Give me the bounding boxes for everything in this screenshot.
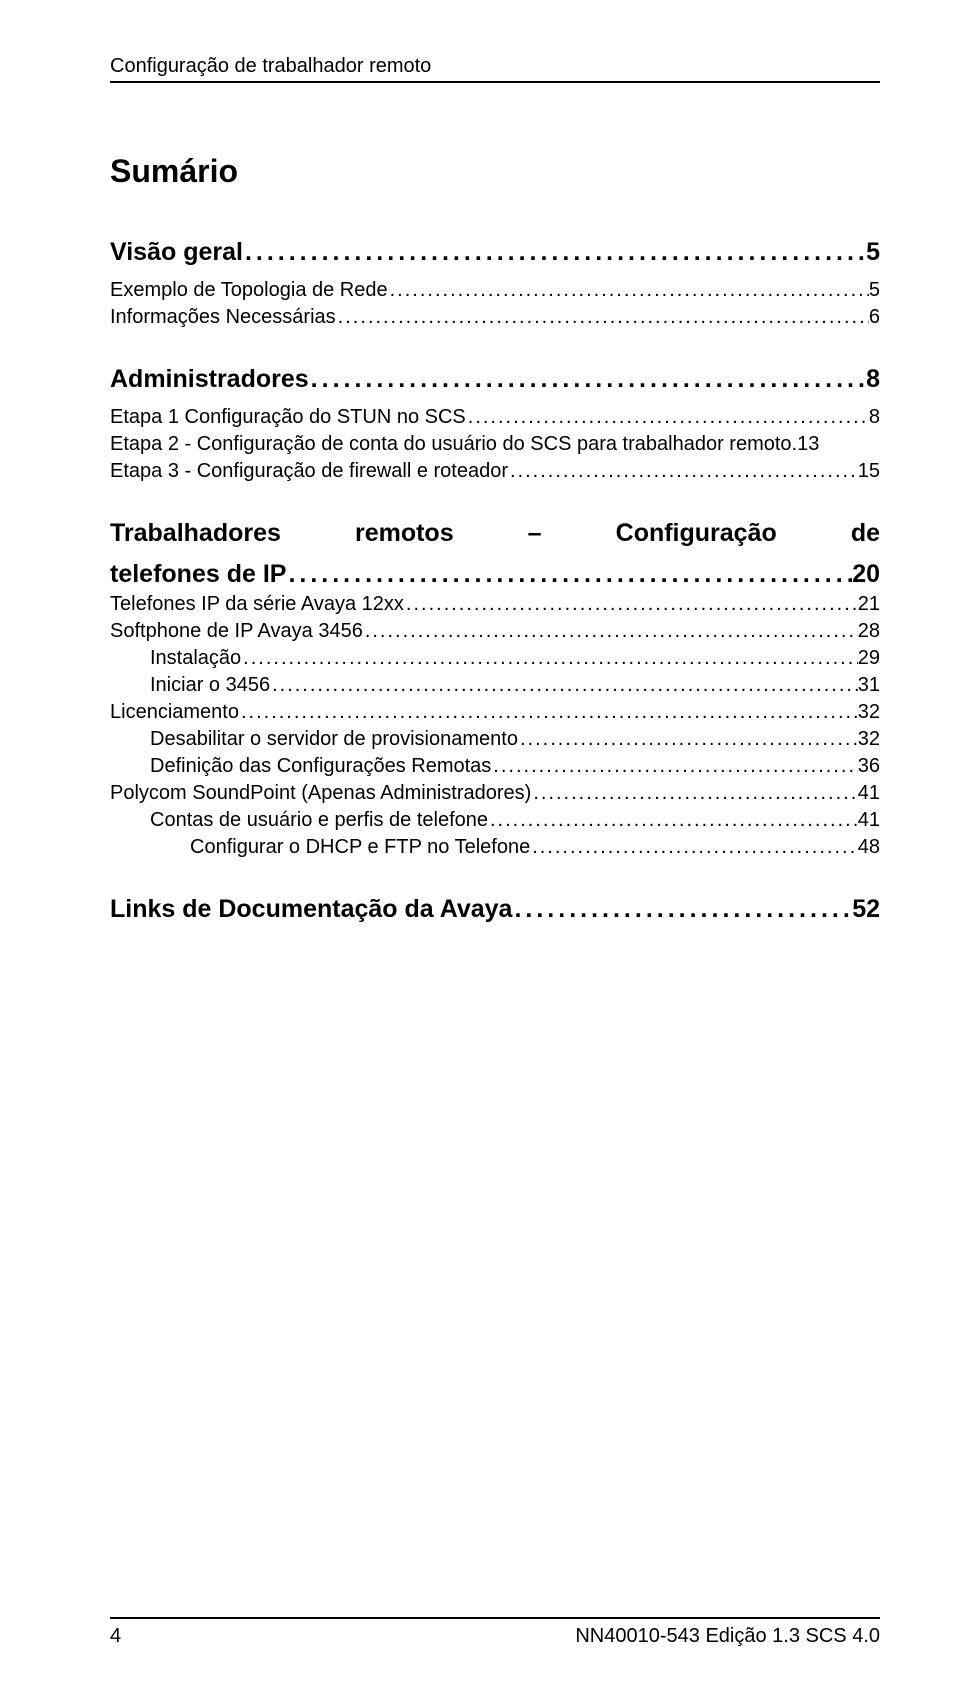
toc-page: 41	[858, 809, 880, 832]
toc-page: 13	[797, 433, 819, 456]
toc-entry-dhcp: Configurar o DHCP e FTP no Telefone ....…	[190, 836, 880, 859]
toc-entry-desab: Desabilitar o servidor de provisionament…	[150, 728, 880, 751]
footer-page-number: 4	[110, 1625, 121, 1648]
toc-dots: ........................................…	[488, 809, 858, 832]
toc-entry-etapa2: Etapa 2 - Configuração de conta do usuár…	[110, 433, 880, 456]
toc-entry-iniciar: Iniciar o 3456 .........................…	[150, 674, 880, 697]
toc-entry-links: Links de Documentação da Avaya .........…	[110, 895, 880, 924]
toc-page: 5	[866, 238, 880, 267]
toc-title: Etapa 3 - Configuração de firewall e rot…	[110, 460, 508, 483]
toc-dots: ........................................…	[363, 620, 858, 643]
toc-entry-trabalhadores-line2: telefones de IP ........................…	[110, 560, 880, 589]
toc-title: Iniciar o 3456	[150, 674, 270, 697]
page-footer: 4 NN40010-543 Edição 1.3 SCS 4.0	[110, 1617, 880, 1648]
toc-page: 8	[866, 365, 880, 394]
toc-dots: ........................................…	[512, 895, 852, 924]
toc-dots: ........................................…	[286, 560, 852, 589]
toc-dots: ........................................…	[518, 728, 858, 751]
toc-page: 15	[858, 460, 880, 483]
toc-title: Links de Documentação da Avaya	[110, 895, 512, 924]
toc-page: 32	[858, 701, 880, 724]
toc-page: 29	[858, 647, 880, 670]
toc-page: 6	[869, 306, 880, 329]
footer-rule	[110, 1617, 880, 1619]
toc-dots: ........................................…	[270, 674, 858, 697]
toc-dots: ........................................…	[239, 701, 858, 724]
toc-title: Contas de usuário e perfis de telefone	[150, 809, 488, 832]
toc-title: Definição das Configurações Remotas	[150, 755, 491, 778]
toc-title: Telefones IP da série Avaya 12xx	[110, 593, 404, 616]
toc-entry-tel-avaya: Telefones IP da série Avaya 12xx .......…	[110, 593, 880, 616]
toc-page: 48	[858, 836, 880, 859]
toc-page: 41	[858, 782, 880, 805]
toc-page: 52	[852, 895, 880, 924]
toc-dots: ........................................…	[388, 279, 869, 302]
toc-title: Exemplo de Topologia de Rede	[110, 279, 388, 302]
main-title: Sumário	[110, 153, 880, 190]
toc-page: 5	[869, 279, 880, 302]
toc-title: Administradores	[110, 365, 309, 394]
toc-entry-admin: Administradores ........................…	[110, 365, 880, 394]
toc-title: Etapa 2 - Configuração de conta do usuár…	[110, 433, 797, 456]
toc-entry-softphone: Softphone de IP Avaya 3456 .............…	[110, 620, 880, 643]
toc-title: Polycom SoundPoint (Apenas Administrador…	[110, 782, 531, 805]
toc-title: Instalação	[150, 647, 241, 670]
toc-dots: ........................................…	[531, 782, 857, 805]
footer-row: 4 NN40010-543 Edição 1.3 SCS 4.0	[110, 1625, 880, 1648]
toc-entry-contas: Contas de usuário e perfis de telefone .…	[150, 809, 880, 832]
toc-entry-def-remotas: Definição das Configurações Remotas ....…	[150, 755, 880, 778]
toc-dots: ........................................…	[309, 365, 866, 394]
document-page: Configuração de trabalhador remoto Sumár…	[0, 0, 960, 924]
toc-entry-etapa1: Etapa 1 Configuração do STUN no SCS ....…	[110, 406, 880, 429]
toc-title: Licenciamento	[110, 701, 239, 724]
toc-dots: ........................................…	[530, 836, 858, 859]
toc-title: Desabilitar o servidor de provisionament…	[150, 728, 518, 751]
toc-entry-etapa3: Etapa 3 - Configuração de firewall e rot…	[110, 460, 880, 483]
toc-entry-licenc: Licenciamento ..........................…	[110, 701, 880, 724]
toc-dots: ........................................…	[491, 755, 857, 778]
toc-entry-polycom: Polycom SoundPoint (Apenas Administrador…	[110, 782, 880, 805]
toc-page: 36	[858, 755, 880, 778]
toc-page: 8	[869, 406, 880, 429]
toc-page: 28	[858, 620, 880, 643]
toc-entry-visao-geral: Visão geral ............................…	[110, 238, 880, 267]
toc-page: 20	[852, 560, 880, 589]
page-header: Configuração de trabalhador remoto	[110, 55, 880, 78]
toc-dots: ........................................…	[336, 306, 869, 329]
toc-title: telefones de IP	[110, 560, 286, 589]
toc-dots: ........................................…	[243, 238, 866, 267]
toc-entry-trabalhadores-line1: Trabalhadores remotos – Configuração de	[110, 519, 880, 548]
toc-entry-exemplo: Exemplo de Topologia de Rede ...........…	[110, 279, 880, 302]
toc-page: 21	[858, 593, 880, 616]
toc-title: Configurar o DHCP e FTP no Telefone	[190, 836, 530, 859]
footer-doc-id: NN40010-543 Edição 1.3 SCS 4.0	[575, 1625, 880, 1648]
toc-dots: ........................................…	[241, 647, 858, 670]
toc-page: 32	[858, 728, 880, 751]
toc-title: Informações Necessárias	[110, 306, 336, 329]
toc-entry-info: Informações Necessárias ................…	[110, 306, 880, 329]
toc-page: 31	[858, 674, 880, 697]
toc-title: Etapa 1 Configuração do STUN no SCS	[110, 406, 466, 429]
toc-title: Visão geral	[110, 238, 243, 267]
toc-dots: ........................................…	[508, 460, 858, 483]
toc-dots: ........................................…	[466, 406, 869, 429]
header-rule	[110, 81, 880, 83]
toc-title: Softphone de IP Avaya 3456	[110, 620, 363, 643]
toc-entry-instalacao: Instalação .............................…	[150, 647, 880, 670]
toc-dots: ........................................…	[404, 593, 858, 616]
